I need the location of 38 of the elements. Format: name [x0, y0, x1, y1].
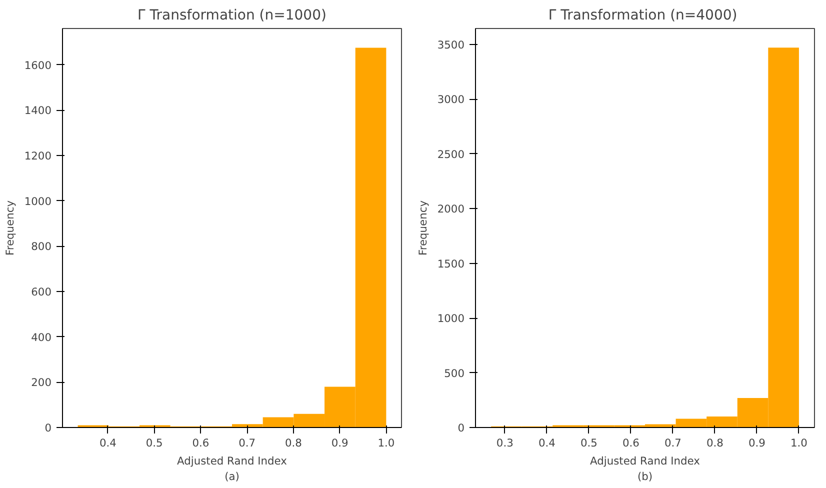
y-tick-label: 2500 — [437, 148, 465, 161]
x-tick-label: 0.6 — [192, 436, 210, 450]
x-tick-label: 0.9 — [748, 436, 766, 450]
y-tick-label: 2000 — [437, 202, 465, 216]
y-tick-label: 1200 — [24, 149, 52, 162]
x-tick-label: 0.3 — [496, 436, 514, 450]
y-tick-label: 400 — [31, 330, 52, 344]
chart-title: Γ Transformation (n=4000) — [548, 8, 738, 24]
x-tick-label: 0.4 — [99, 436, 117, 450]
y-tick-label: 200 — [31, 376, 52, 390]
y-axis-title: Frequency — [416, 200, 430, 256]
y-tick-label: 1000 — [24, 194, 52, 208]
y-tick-label: 800 — [31, 240, 52, 254]
x-tick-label: 0.8 — [706, 436, 724, 450]
y-tick-label: 3500 — [437, 38, 465, 52]
y-tick-label: 1500 — [437, 257, 465, 270]
y-tick-label: 0 — [44, 422, 52, 434]
x-tick-label: 0.5 — [146, 436, 163, 450]
x-tick-label: 1.0 — [790, 436, 808, 450]
x-tick-label: 0.7 — [238, 436, 256, 450]
x-tick-label: 0.4 — [538, 436, 556, 450]
y-axis-title: Frequency — [3, 200, 16, 256]
y-tick-label: 1400 — [24, 104, 52, 118]
x-axis-title: Adjusted Rand Index (a) — [177, 454, 287, 484]
x-tick-label: 0.8 — [284, 436, 302, 450]
y-tick-label: 600 — [31, 285, 52, 298]
x-axis-title: Adjusted Rand Index (b) — [590, 454, 700, 484]
chart-title: Γ Transformation (n=1000) — [138, 8, 326, 24]
y-tick-label: 1600 — [24, 58, 52, 72]
x-tick-label: 0.5 — [580, 436, 598, 450]
x-tick-label: 1.0 — [378, 436, 395, 450]
y-tick-label: 3000 — [437, 93, 465, 106]
x-tick-label: 0.7 — [664, 436, 682, 450]
x-tick-label: 0.9 — [331, 436, 349, 450]
y-tick-label: 500 — [444, 366, 465, 380]
y-tick-label: 1000 — [437, 312, 465, 326]
y-tick-label: 0 — [458, 422, 465, 434]
x-tick-label: 0.6 — [622, 436, 640, 450]
